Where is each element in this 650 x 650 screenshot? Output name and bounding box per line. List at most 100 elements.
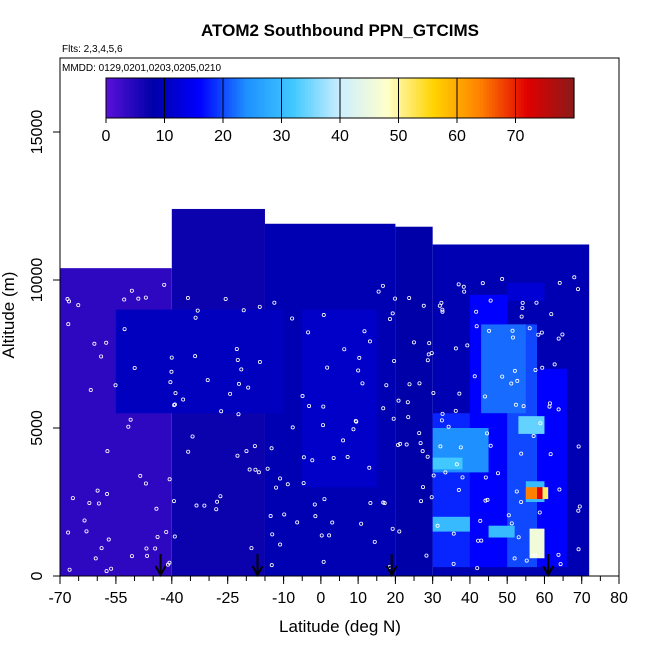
- sample-point: [234, 346, 239, 351]
- sample-point: [341, 438, 346, 443]
- sample-point: [173, 391, 178, 396]
- sample-point: [534, 300, 539, 305]
- sample-point: [556, 552, 561, 557]
- sample-point: [93, 556, 98, 561]
- sample-point: [357, 355, 362, 360]
- colorbar-tick-label: 40: [331, 128, 349, 145]
- colorbar-segment: [193, 78, 198, 118]
- colorbar-segment: [220, 78, 224, 118]
- sample-point: [424, 553, 429, 558]
- x-tick-label: 0: [316, 590, 325, 607]
- x-tick-label: 70: [573, 590, 591, 607]
- colorbar-segment: [258, 78, 262, 118]
- sample-point: [575, 287, 580, 292]
- sample-point: [126, 424, 131, 429]
- colorbar-segment: [571, 78, 575, 118]
- colorbar-segment: [424, 78, 429, 118]
- x-tick-label: 30: [424, 590, 442, 607]
- sample-point: [439, 418, 444, 423]
- sample-point: [241, 308, 246, 313]
- sample-point: [153, 546, 158, 551]
- sample-point: [257, 360, 262, 365]
- sample-point: [480, 281, 485, 286]
- colorbar-segment: [266, 78, 271, 118]
- sample-point: [313, 514, 318, 519]
- sample-point: [132, 365, 137, 370]
- flight-marker-arrow: [385, 554, 398, 578]
- sample-point: [109, 566, 114, 571]
- sample-point: [420, 485, 425, 490]
- sample-point: [96, 501, 101, 506]
- colorbar-segment: [442, 78, 446, 118]
- sample-point: [418, 441, 423, 446]
- sample-point: [390, 311, 395, 316]
- colorbar-segment: [304, 78, 309, 118]
- sample-point: [435, 523, 440, 528]
- x-tick-label: 20: [387, 590, 405, 607]
- colorbar-segment: [503, 78, 508, 118]
- colorbar-segment: [310, 78, 315, 118]
- colorbar-tick-label: 60: [448, 128, 466, 145]
- sample-point: [453, 408, 458, 413]
- sample-point: [509, 381, 514, 386]
- colorbar-segment: [237, 78, 242, 118]
- sample-point: [104, 340, 109, 345]
- sample-point: [483, 475, 488, 480]
- sample-point: [185, 296, 190, 301]
- colorbar-segment: [363, 78, 367, 118]
- sample-point: [411, 340, 416, 345]
- sample-point: [520, 305, 525, 310]
- colorbar-segment: [369, 78, 373, 118]
- sample-point: [321, 559, 326, 564]
- sample-point: [396, 398, 401, 403]
- sample-point: [519, 314, 524, 319]
- colorbar-segment: [263, 78, 268, 118]
- sample-point: [536, 332, 541, 337]
- colorbar-segment: [445, 78, 449, 118]
- colorbar-segment: [550, 78, 555, 118]
- sample-point: [487, 328, 492, 333]
- colorbar-segment: [395, 78, 400, 118]
- sample-point: [136, 296, 141, 301]
- colorbar-segment: [161, 78, 166, 118]
- y-tick-label: 5000: [29, 410, 46, 446]
- colorbar-segment: [351, 78, 356, 118]
- colorbar-segment: [506, 78, 511, 118]
- colorbar-segment: [378, 78, 382, 118]
- sample-point: [269, 446, 274, 451]
- sample-point: [223, 296, 228, 301]
- sample-point: [510, 335, 515, 340]
- sample-point: [458, 445, 463, 450]
- sample-point: [236, 381, 241, 386]
- colorbar-segment: [404, 78, 408, 118]
- x-tick-label: -40: [160, 590, 183, 607]
- colorbar-segment: [331, 78, 335, 118]
- heatmap-cell: [507, 282, 545, 301]
- heatmap-cell: [537, 487, 543, 500]
- sample-point: [406, 415, 411, 420]
- colorbar-segment: [269, 78, 274, 118]
- colorbar-segment: [144, 78, 148, 118]
- colorbar-segment: [223, 78, 227, 118]
- sample-point: [164, 530, 169, 535]
- colorbar-segment: [418, 78, 423, 118]
- sample-point: [193, 315, 198, 320]
- colorbar-segment: [372, 78, 376, 118]
- colorbar-segment: [515, 78, 520, 118]
- sample-point: [88, 388, 93, 393]
- colorbar-segment: [398, 78, 403, 118]
- sample-point: [453, 346, 458, 351]
- colorbar-tick-label: 70: [507, 128, 525, 145]
- sample-point: [330, 520, 335, 525]
- sample-point: [417, 381, 422, 386]
- colorbar-segment: [240, 78, 245, 118]
- sample-point: [472, 374, 477, 379]
- sample-point: [290, 425, 295, 430]
- sample-point: [253, 467, 258, 472]
- heatmap-cell: [432, 457, 463, 470]
- colorbar-segment: [439, 78, 443, 118]
- colorbar-segment: [538, 78, 543, 118]
- colorbar-segment: [410, 78, 414, 118]
- sample-point: [67, 567, 72, 572]
- sample-point: [84, 529, 89, 534]
